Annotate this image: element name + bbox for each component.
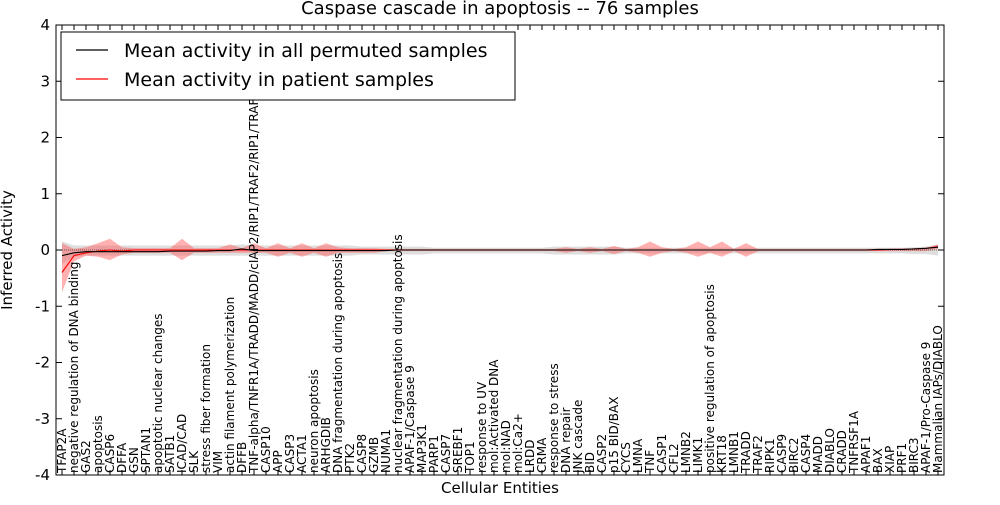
x-tick-label: CRMA [535,437,549,473]
series-layer [61,246,939,273]
x-tick-label: LIMK1 [691,437,705,473]
x-tick-label: TRADD [739,431,753,474]
y-tick-label: 1 [40,185,50,203]
x-tick-label: positive regulation of apoptosis [703,284,717,473]
x-tick-label: CYCS [619,442,633,473]
x-tick-label: PARP1 [427,435,441,473]
legend-label-patient: Mean activity in patient samples [124,69,434,91]
x-tick-label: LMNB2 [679,431,693,473]
x-tick-label: SLK [187,450,201,473]
x-tick-label: mol:Activated DNA [487,359,501,473]
x-tick-label: TFAP2A [55,428,69,474]
x-tick-label: CASP3 [283,434,297,473]
x-tick-label: SPTAN1 [139,427,153,473]
x-tick-label: apoptosis [91,415,105,473]
x-tick-label: TNF-alpha/TNFR1A/TRADD/MADD/cIAP2/RIP1/T… [247,49,261,474]
x-tick-label: stress fiber formation [199,344,213,473]
y-tick-label: 4 [40,16,50,34]
x-tick-label: TNFRSF1A [847,410,861,474]
legend: Mean activity in all permuted samples Me… [60,31,516,101]
y-tick-label: 2 [40,129,50,147]
x-tick-label: SATB1 [163,435,177,473]
x-tick-label: XIAP [883,446,897,473]
x-tick-label: CASP4 [799,434,813,473]
x-tick-label: DNA repair [559,407,573,473]
x-tick-label: apoptotic nuclear changes [151,314,165,473]
permuted-mean-line [61,246,939,257]
y-axis-title: Inferred Activity [0,190,16,310]
legend-label-permuted: Mean activity in all permuted samples [124,40,487,62]
x-tick-label: APAF-1/Pro-Caspase 9 [919,342,933,473]
x-tick-label: Mammalian IAPs/DIABLO [931,325,945,473]
x-tick-label: TRAF2 [751,435,765,474]
x-tick-label: APP [271,450,285,473]
x-tick-label: BAX [871,448,885,473]
x-tick-label: GZMB [367,437,381,473]
chart-title: Caspase cascade in apoptosis -- 76 sampl… [301,0,699,19]
x-axis-title: Cellular Entities [441,479,559,497]
x-tick-label: CASP10 [259,426,273,473]
x-tick-label: ICAD/CAD [175,414,189,473]
x-tick-label: MADD [811,436,825,473]
x-tick-label: response to UV [475,381,489,473]
x-tick-label: CASP1 [655,434,669,473]
x-tick-label: DFFB [235,442,249,473]
x-tick-label: GSN [127,447,141,473]
x-tick-label: KRT18 [715,435,729,473]
x-tick-label: BIRC2 [787,437,801,473]
x-tick-label: negative regulation of DNA binding [67,262,81,473]
x-tick-label: MAP3K1 [415,424,429,473]
x-tick-label: RIPK1 [763,438,777,473]
x-tick-label: CASP8 [355,434,369,473]
x-tick-label: APAF1 [859,436,873,473]
x-tick-label: SREBF1 [451,427,465,473]
x-tick-label: DIABLO [823,428,837,473]
x-tick-label: LMNB1 [727,431,741,473]
patient-band [62,238,938,293]
x-tick-label: mol:Ca2+ [511,413,525,473]
x-tick-label: TNF [643,450,657,474]
permuted-band [62,241,938,265]
y-tick-label: 0 [40,241,50,259]
x-tick-label: ACTA1 [295,434,309,473]
x-tick-label: neuron apoptosis [307,369,321,473]
y-tick-label: -1 [35,297,50,315]
x-tick-label: PRF1 [895,443,909,473]
x-tick-label: ARHGDIB [319,417,333,473]
x-tick-label: DNA fragmentation during apoptosis [331,253,345,473]
x-tick-label: CRADD [835,430,849,473]
x-tick-label: CASP7 [439,434,453,473]
band-layer [62,238,938,293]
x-tick-label: APAF-1/Caspase 9 [403,365,417,473]
x-tick-label: p15 BID/BAX [607,397,621,473]
y-tick-label: 3 [40,72,50,90]
y-tick-label: -2 [35,354,50,372]
x-tick-label: mol:NAD [499,420,513,473]
x-tick-label: CASP9 [775,434,789,473]
x-tick-label: BID [583,452,597,473]
x-tick-label: BIRC3 [907,437,921,473]
x-tick-label: TOP1 [463,441,477,474]
y-tick-label: -4 [35,466,50,484]
x-tick-label: DFFA [115,442,129,473]
x-tick-label: VIM [211,451,225,473]
x-tick-label: LRDD [523,439,537,473]
x-tick-label: CASP2 [595,434,609,473]
x-tick-label: CFL2 [667,443,681,473]
y-tick-label: -3 [35,410,50,428]
legend-frame [60,31,516,101]
x-tick-label: JNK cascade [571,400,585,474]
x-tick-label: LMNA [631,438,645,473]
x-tick-label: nuclear fragmentation during apoptosis [391,234,405,473]
axis-ticks: -4 -3 -2 -1 0 1 2 3 4 [35,16,944,484]
x-tick-label: PTK2 [343,443,357,473]
x-tick-label: actin filament polymerization [223,297,237,473]
x-tick-label: CASP6 [103,434,117,473]
x-tick-label: NUMA1 [379,429,393,473]
x-tick-label: GAS2 [79,440,93,473]
x-tick-label: response to stress [547,363,561,473]
